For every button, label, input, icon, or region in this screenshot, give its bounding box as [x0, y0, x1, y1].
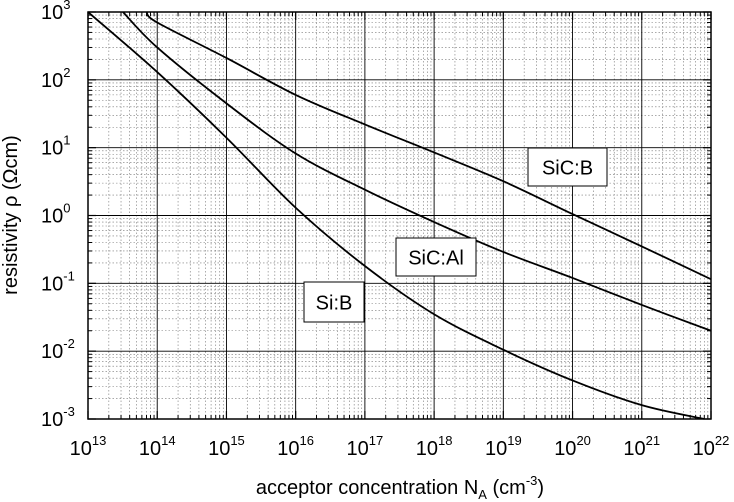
x-tick-label: 1020 [554, 433, 591, 460]
series-label-box [303, 281, 365, 323]
x-tick-label-base: 10 [208, 438, 230, 460]
y-tick-label-base: 10 [41, 273, 63, 295]
y-tick-label-exp: 2 [63, 65, 70, 80]
x-tick-label-base: 10 [277, 438, 299, 460]
y-tick-label: 10-3 [41, 404, 75, 431]
x-tick-label-base: 10 [416, 438, 438, 460]
x-tick-label-base: 10 [70, 438, 92, 460]
x-tick-label: 1016 [277, 433, 314, 460]
y-tick-label-exp: 1 [63, 133, 70, 148]
y-tick-label: 100 [41, 201, 70, 228]
x-tick-label-exp: 13 [92, 433, 106, 448]
x-tick-label-exp: 17 [369, 433, 383, 448]
x-tick-label-base: 10 [554, 438, 576, 460]
x-tick-labels: 1013 1014 1015 1016 1017 1018 1019 1020 1021 1022 [70, 433, 730, 460]
x-tick-label-base: 10 [693, 438, 715, 460]
series-label-sic-al-text: SiC:Al [408, 248, 464, 270]
y-tick-label-base: 10 [41, 341, 63, 363]
x-tick-label-base: 10 [623, 438, 645, 460]
y-tick-label-base: 10 [41, 138, 63, 160]
series-label-si-b: Si:B [303, 281, 365, 323]
x-tick-label-exp: 19 [507, 433, 521, 448]
series-label-sic-b-text: SiC:B [542, 158, 593, 180]
x-axis-title: acceptor concentration NA (cm-3) [256, 473, 544, 502]
x-tick-label-base: 10 [485, 438, 507, 460]
x-axis-title-sub: A [478, 487, 487, 502]
x-axis-title-unit-sup: -3 [526, 473, 538, 488]
x-axis-title-unit-close: ) [537, 477, 544, 499]
x-tick-label-exp: 14 [161, 433, 175, 448]
y-tick-label: 10-2 [41, 336, 75, 363]
y-tick-label: 101 [41, 133, 70, 160]
y-tick-label-exp: 3 [63, 0, 70, 12]
y-tick-label-exp: -3 [63, 404, 75, 419]
y-tick-label-base: 10 [41, 70, 63, 92]
series-label-sic-al: SiC:Al [395, 237, 477, 277]
y-tick-label: 10-1 [41, 268, 75, 295]
x-axis-title-unit-open: (cm [487, 477, 526, 499]
x-tick-label-base: 10 [139, 438, 161, 460]
y-tick-label-exp: 0 [63, 201, 70, 216]
series-line-si-b [88, 12, 705, 419]
x-tick-label: 1018 [416, 433, 453, 460]
y-tick-label-exp: -2 [63, 336, 75, 351]
x-tick-label: 1022 [693, 433, 730, 460]
series-line-sic-al [122, 12, 711, 332]
y-tick-label-base: 10 [41, 2, 63, 24]
y-tick-label-base: 10 [41, 409, 63, 431]
series-label-sic-b: SiC:B [527, 147, 608, 187]
x-tick-label: 1015 [208, 433, 245, 460]
series-line-sic-b [145, 12, 711, 281]
x-tick-label: 1013 [70, 433, 107, 460]
y-tick-label: 103 [41, 0, 70, 24]
series-label-box [527, 147, 608, 187]
y-tick-label-exp: -1 [63, 268, 75, 283]
x-tick-label: 1017 [347, 433, 384, 460]
x-tick-label-exp: 16 [300, 433, 314, 448]
x-tick-label-exp: 22 [715, 433, 729, 448]
series-label-box [395, 237, 477, 277]
x-tick-label: 1014 [139, 433, 176, 460]
x-tick-label: 1021 [623, 433, 660, 460]
series-lines [88, 12, 711, 419]
x-axis-title-main: acceptor concentration N [256, 477, 478, 499]
x-tick-label-exp: 21 [646, 433, 660, 448]
y-tick-label: 102 [41, 65, 70, 92]
series-label-si-b-text: Si:B [316, 293, 353, 315]
y-tick-label-base: 10 [41, 206, 63, 228]
x-tick-label-exp: 15 [230, 433, 244, 448]
x-tick-label-exp: 18 [438, 433, 452, 448]
x-tick-label-exp: 20 [576, 433, 590, 448]
x-tick-label-base: 10 [347, 438, 369, 460]
x-tick-label: 1019 [485, 433, 522, 460]
y-axis-title: resistivity ρ (Ωcm) [0, 135, 22, 295]
axis-ticks [87, 11, 712, 420]
